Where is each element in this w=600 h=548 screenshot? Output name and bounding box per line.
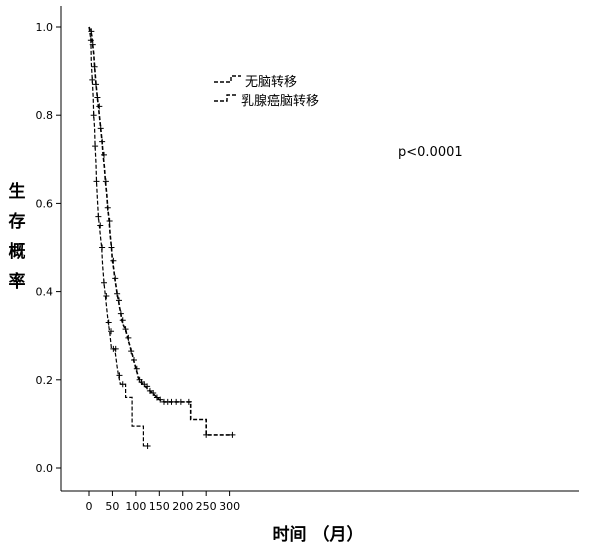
x-axis-title: 时间 （月） xyxy=(273,524,364,545)
legend-swatch xyxy=(214,75,241,83)
censor-mark xyxy=(94,94,101,101)
censor-mark xyxy=(119,381,126,388)
censor-mark xyxy=(87,37,94,44)
y-axis-title-char: 存 xyxy=(9,211,26,232)
censor-mark xyxy=(89,41,96,48)
censor-mark xyxy=(203,431,210,438)
censor-mark xyxy=(108,328,115,335)
censor-mark xyxy=(93,81,100,88)
legend-entry-label: 乳腺癌脑转移 xyxy=(241,93,319,109)
y-tick-label: 1.0 xyxy=(36,21,54,34)
y-axis-title-char: 概 xyxy=(9,241,26,262)
censor-mark xyxy=(157,396,164,403)
censor-mark xyxy=(106,218,113,225)
y-tick-label: 0.2 xyxy=(36,374,54,387)
censor-mark xyxy=(108,244,115,251)
censor-mark xyxy=(99,244,106,251)
censor-mark xyxy=(144,383,151,390)
censor-mark xyxy=(185,398,192,405)
series-1 xyxy=(88,26,236,438)
censor-mark xyxy=(88,28,95,35)
y-tick-label: 0.4 xyxy=(36,286,54,299)
censor-mark xyxy=(110,257,117,264)
censor-mark xyxy=(122,326,129,333)
censor-mark xyxy=(96,103,103,110)
censor-mark xyxy=(97,222,104,229)
y-tick-label: 0.0 xyxy=(36,462,54,475)
y-tick-label: 0.8 xyxy=(36,109,54,122)
series-2 xyxy=(87,26,151,449)
y-axis-title-char: 生 xyxy=(9,181,26,202)
y-tick-label: 0.6 xyxy=(36,197,54,210)
censor-mark xyxy=(93,178,100,185)
censor-mark xyxy=(153,394,160,401)
censor-mark xyxy=(95,213,102,220)
censor-mark xyxy=(150,390,157,397)
x-tick-label: 0 xyxy=(86,500,93,513)
p-value-annotation: p<0.0001 xyxy=(398,145,463,160)
survival-line xyxy=(88,26,233,436)
axes: 0.0 0.2 0.4 0.6 0.8 1.0 0 50 100 150 200 250 300 xyxy=(36,6,579,513)
censor-mark xyxy=(100,151,107,158)
censor-mark xyxy=(114,290,121,297)
x-tick-label: 300 xyxy=(219,500,240,513)
censor-mark xyxy=(115,297,122,304)
x-tick-label: 250 xyxy=(196,500,217,513)
censor-mark xyxy=(112,345,119,352)
censor-mark xyxy=(229,431,236,438)
censor-mark xyxy=(112,275,119,282)
survival-line xyxy=(88,26,148,447)
censor-mark xyxy=(144,442,151,449)
censor-mark xyxy=(119,317,126,324)
censor-mark xyxy=(128,348,135,355)
censor-mark xyxy=(125,334,132,341)
censor-mark xyxy=(177,398,184,405)
censor-mark xyxy=(105,319,112,326)
legend-swatch xyxy=(214,94,237,102)
censor-mark xyxy=(100,279,107,286)
legend-entry-label: 无脑转移 xyxy=(245,75,297,90)
series-group xyxy=(87,26,236,449)
x-tick-label: 50 xyxy=(105,500,119,513)
censor-mark xyxy=(117,310,124,317)
censor-mark xyxy=(90,112,97,119)
censor-mark xyxy=(89,76,96,83)
censor-mark xyxy=(130,356,137,363)
censor-mark xyxy=(92,143,99,150)
censor-mark xyxy=(133,365,140,372)
censor-mark xyxy=(91,63,98,70)
censor-mark xyxy=(97,125,104,132)
censor-mark xyxy=(103,293,110,300)
censor-mark xyxy=(116,372,123,379)
x-tick-label: 100 xyxy=(125,500,146,513)
censor-mark xyxy=(104,204,111,211)
x-tick-label: 200 xyxy=(172,500,193,513)
censor-mark xyxy=(146,387,153,394)
y-axis-title-char: 率 xyxy=(9,271,26,292)
censor-mark xyxy=(99,138,106,145)
x-tick-label: 150 xyxy=(149,500,170,513)
censor-mark xyxy=(102,178,109,185)
